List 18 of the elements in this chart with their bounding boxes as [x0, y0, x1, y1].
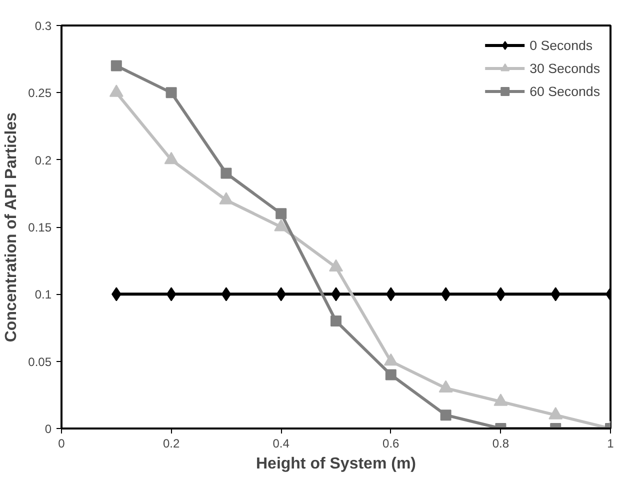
y-tick-label: 0.25	[28, 86, 52, 100]
x-tick-label: 0.4	[272, 436, 290, 450]
y-tick-label: 0.1	[34, 288, 52, 302]
legend-label: 30 Seconds	[530, 60, 600, 76]
x-tick-label: 0	[58, 436, 66, 450]
x-tick-label: 0.8	[492, 436, 510, 450]
y-tick-label: 0.15	[28, 220, 52, 234]
y-tick-label: 0.2	[34, 153, 52, 168]
y-tick-label: 0	[44, 422, 52, 436]
x-axis-title: Height of System (m)	[256, 456, 416, 472]
legend-label: 60 Seconds	[530, 84, 600, 98]
legend-label: 0 Seconds	[530, 38, 593, 52]
y-axis-title: Concentration of API Particles	[3, 112, 20, 342]
y-tick-label: 0.05	[28, 354, 52, 369]
x-tick-label: 0.6	[382, 436, 400, 450]
y-tick-label: 0.3	[34, 19, 52, 33]
x-tick-label: 1	[607, 436, 614, 450]
x-tick-label: 0.2	[162, 436, 180, 450]
